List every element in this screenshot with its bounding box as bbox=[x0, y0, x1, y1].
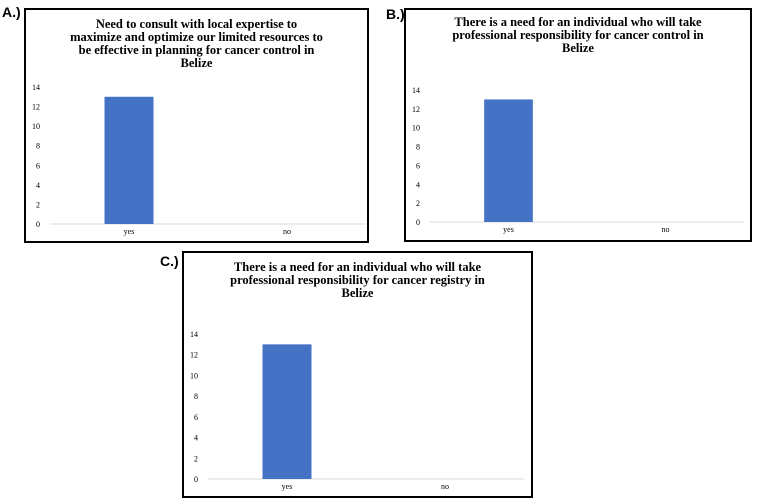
chart-a: 0 2 4 6 8 10 12 14 yes no bbox=[32, 83, 366, 236]
x-tick-label-b-no: no bbox=[662, 225, 670, 234]
y-tick-label-b-3: 6 bbox=[416, 161, 420, 170]
chart-panel-a: Need to consult with local expertise to … bbox=[24, 8, 369, 243]
x-tick-label-c-yes: yes bbox=[282, 482, 293, 491]
y-tick-label-a-0: 0 bbox=[36, 220, 40, 229]
y-tick-label-c-3: 6 bbox=[194, 413, 198, 422]
y-tick-label-c-1: 2 bbox=[194, 454, 198, 463]
y-tick-label-a-7: 14 bbox=[32, 83, 40, 92]
y-tick-label-a-6: 12 bbox=[32, 103, 40, 112]
chart-title-a: Need to consult with local expertise to … bbox=[70, 17, 323, 70]
panel-c-label: C.) bbox=[160, 253, 179, 269]
bar-c-yes bbox=[262, 344, 312, 479]
panel-a-label: A.) bbox=[2, 4, 21, 20]
chart-title-c: There is a need for an individual who wi… bbox=[230, 260, 485, 300]
x-tick-label-a-no: no bbox=[283, 227, 291, 236]
panel-b-label: B.) bbox=[386, 6, 405, 22]
y-tick-label-c-5: 10 bbox=[190, 371, 198, 380]
y-tick-label-b-0: 0 bbox=[416, 218, 420, 227]
y-tick-label-c-2: 4 bbox=[194, 434, 198, 443]
y-tick-label-c-4: 8 bbox=[194, 392, 198, 401]
bar-b-yes bbox=[484, 99, 533, 222]
y-tick-label-b-1: 2 bbox=[416, 199, 420, 208]
x-tick-label-c-no: no bbox=[441, 482, 449, 491]
y-tick-label-a-1: 2 bbox=[36, 200, 40, 209]
y-tick-label-c-6: 12 bbox=[190, 351, 198, 360]
chart-panel-c: There is a need for an individual who wi… bbox=[182, 251, 533, 498]
chart-c: 0 2 4 6 8 10 12 14 yes no bbox=[190, 330, 524, 491]
y-tick-label-a-5: 10 bbox=[32, 122, 40, 131]
bar-a-yes bbox=[104, 96, 154, 224]
chart-panel-b: There is a need for an individual who wi… bbox=[404, 8, 752, 242]
y-tick-label-b-7: 14 bbox=[412, 86, 420, 95]
y-tick-label-a-4: 8 bbox=[36, 142, 40, 151]
y-tick-label-a-3: 6 bbox=[36, 161, 40, 170]
x-tick-label-b-yes: yes bbox=[503, 225, 514, 234]
chart-b: 0 2 4 6 8 10 12 14 yes no bbox=[412, 86, 744, 234]
y-tick-label-b-4: 8 bbox=[416, 143, 420, 152]
y-tick-label-a-2: 4 bbox=[36, 181, 40, 190]
y-tick-label-c-7: 14 bbox=[190, 330, 198, 339]
x-tick-label-a-yes: yes bbox=[124, 227, 135, 236]
y-tick-label-b-2: 4 bbox=[416, 180, 420, 189]
y-tick-label-c-0: 0 bbox=[194, 475, 198, 484]
y-tick-label-b-5: 10 bbox=[412, 124, 420, 133]
y-tick-label-b-6: 12 bbox=[412, 105, 420, 114]
chart-title-b: There is a need for an individual who wi… bbox=[452, 15, 704, 55]
